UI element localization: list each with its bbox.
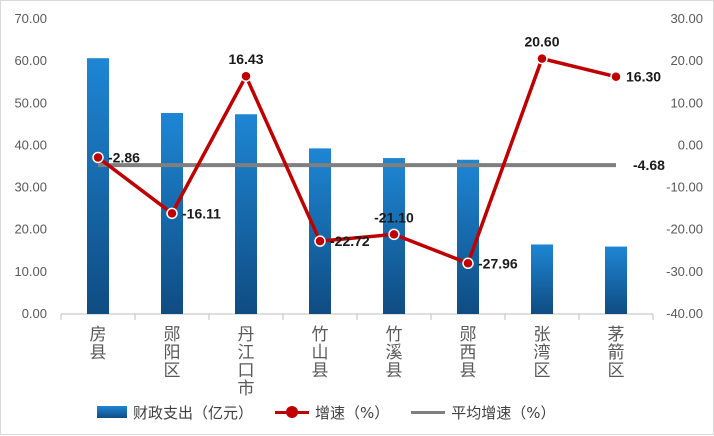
growth-line-series	[92, 52, 622, 270]
data-labels: -2.86 -16.11 16.43 -22.72-21.10 -27.96 20.60 1…	[108, 34, 665, 272]
growth-data-label: -2.86	[108, 149, 140, 165]
category-label: 丹江口市	[238, 325, 255, 399]
legend-item-average: 平均增速（%）	[411, 402, 556, 423]
bar-series	[87, 58, 627, 314]
category-label: 竹溪县	[386, 325, 403, 381]
legend: 财政支出（亿元） 增速（%） 平均增速（%）	[97, 401, 578, 423]
expenditure-bar	[605, 246, 627, 314]
growth-point	[462, 257, 474, 270]
legend-bar-swatch	[97, 406, 127, 418]
category-label: 郧阳区	[164, 325, 181, 381]
legend-label-expenditure: 财政支出（亿元）	[133, 403, 254, 422]
right-axis-tick-label: -10.00	[666, 180, 703, 195]
legend-item-expenditure: 财政支出（亿元）	[97, 402, 253, 423]
growth-data-label: -21.10	[374, 209, 414, 225]
left-axis-tick-label: 70.00	[14, 11, 47, 26]
growth-data-label: -22.72	[330, 233, 370, 249]
left-axis-tick-label: 40.00	[14, 137, 47, 152]
category-label: 竹山县	[312, 325, 329, 381]
right-axis-tick-label: 10.00	[670, 95, 703, 110]
expenditure-bar	[531, 244, 553, 314]
legend-line-swatch	[411, 406, 446, 418]
category-label: 茅箭区	[608, 325, 625, 381]
growth-point	[388, 228, 400, 241]
left-axis-tick-label: 60.00	[14, 53, 47, 68]
left-axis-tick-label: 50.00	[14, 95, 47, 110]
legend-line-marker-swatch	[275, 406, 310, 418]
growth-point	[610, 70, 622, 83]
category-label: 张湾区	[534, 325, 551, 381]
expenditure-bar	[235, 114, 257, 314]
right-axis-tick-label: -20.00	[666, 222, 703, 237]
left-axis-tick-label: 0.00	[22, 306, 47, 321]
growth-data-label: 16.30	[626, 69, 661, 85]
right-axis-tick-label: 30.00	[670, 11, 703, 26]
expenditure-bar	[309, 148, 331, 314]
legend-label-growth: 增速（%）	[315, 403, 390, 422]
expenditure-bar	[87, 58, 109, 314]
category-label: 房县	[90, 325, 107, 363]
average-data-label: -4.68	[633, 157, 665, 173]
right-axis-tick-label: 20.00	[670, 53, 703, 68]
growth-point	[536, 52, 548, 65]
growth-point	[92, 151, 104, 164]
growth-point	[240, 70, 252, 82]
growth-point	[314, 235, 326, 247]
growth-line	[96, 56, 617, 266]
right-axis-tick-label: -30.00	[666, 264, 703, 279]
growth-data-label: 20.60	[524, 34, 559, 50]
right-axis-tick-label: -40.00	[666, 306, 703, 321]
growth-data-label: -27.96	[478, 255, 518, 271]
growth-data-label: 16.43	[228, 51, 263, 67]
axes: 0.00 10.00 20.00 30.00 40.00 50.00 60.00 70.00 -…	[14, 11, 703, 399]
growth-data-label: -16.11	[182, 205, 221, 221]
legend-item-growth: 增速（%）	[275, 402, 389, 423]
legend-label-average: 平均增速（%）	[451, 403, 556, 422]
left-axis-tick-label: 10.00	[14, 264, 47, 279]
category-label: 郧西县	[460, 325, 477, 381]
right-axis-tick-label: 0.00	[678, 137, 703, 152]
left-axis-tick-label: 20.00	[14, 222, 47, 237]
expenditure-bar	[457, 159, 479, 314]
left-axis-tick-label: 30.00	[14, 180, 47, 195]
growth-point	[166, 207, 178, 220]
